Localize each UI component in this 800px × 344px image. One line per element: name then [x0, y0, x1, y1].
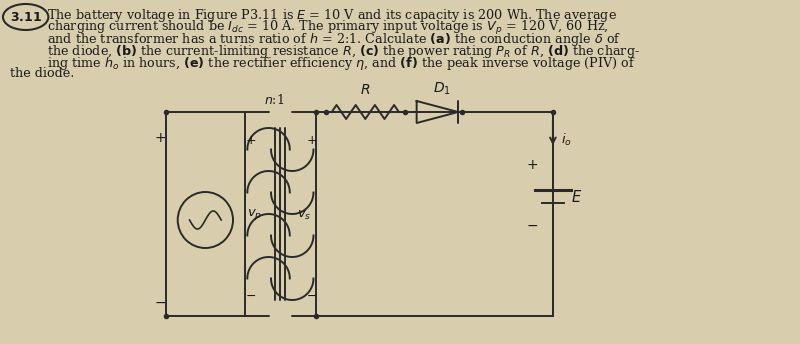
Text: ing time $h_o$ in hours, $\mathbf{(e)}$ the rectifier efficiency $\eta$, and $\m: ing time $h_o$ in hours, $\mathbf{(e)}$ … [47, 55, 636, 72]
Text: $-$: $-$ [154, 295, 166, 309]
Text: $v_s$: $v_s$ [297, 208, 311, 222]
Text: $i_o$: $i_o$ [561, 132, 572, 148]
Text: $E$: $E$ [570, 189, 582, 205]
Text: and the transformer has a turns ratio of $h$ = 2:1. Calculate $\mathbf{(a)}$ the: and the transformer has a turns ratio of… [47, 31, 622, 48]
Text: +: + [526, 158, 538, 172]
Text: $-$: $-$ [306, 289, 318, 301]
Text: +: + [306, 133, 318, 147]
Text: $v_p$: $v_p$ [247, 207, 262, 223]
Text: The battery voltage in Figure P3.11 is $E$ = 10 V and its capacity is 200 Wh. Th: The battery voltage in Figure P3.11 is $… [47, 7, 618, 24]
Text: the diode.: the diode. [10, 67, 74, 80]
Text: charging current should be $I_{dc}$ = 10 A. The primary input voltage is $V_p$ =: charging current should be $I_{dc}$ = 10… [47, 19, 609, 37]
Text: +: + [246, 133, 256, 147]
Text: $R$: $R$ [360, 83, 370, 97]
Text: $-$: $-$ [246, 289, 256, 301]
Text: the diode, $\mathbf{(b)}$ the current-limiting resistance $R$, $\mathbf{(c)}$ th: the diode, $\mathbf{(b)}$ the current-li… [47, 43, 640, 60]
Text: $n$:1: $n$:1 [264, 93, 285, 107]
Text: $\mathbf{3.11}$: $\mathbf{3.11}$ [10, 11, 42, 23]
Text: $D_1$: $D_1$ [434, 80, 451, 97]
Text: $-$: $-$ [526, 218, 538, 232]
Text: +: + [154, 131, 166, 145]
